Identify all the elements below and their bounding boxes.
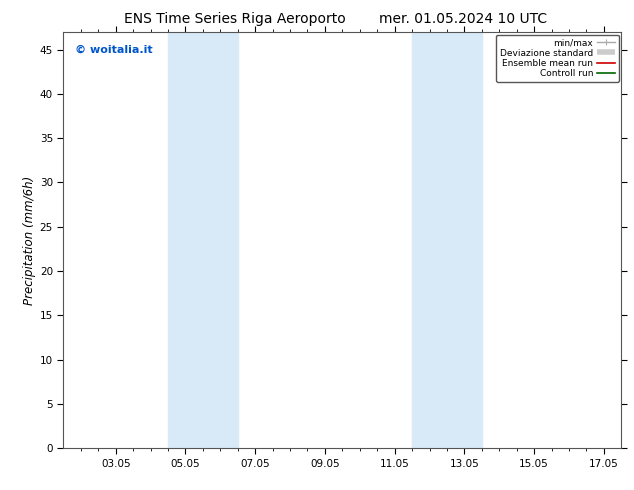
Legend: min/max, Deviazione standard, Ensemble mean run, Controll run: min/max, Deviazione standard, Ensemble m… [496,35,619,82]
Text: © woitalia.it: © woitalia.it [75,44,152,54]
Text: ENS Time Series Riga Aeroporto: ENS Time Series Riga Aeroporto [124,12,346,26]
Text: mer. 01.05.2024 10 UTC: mer. 01.05.2024 10 UTC [378,12,547,26]
Y-axis label: Precipitation (mm/6h): Precipitation (mm/6h) [23,175,36,305]
Bar [168,32,238,448]
Bar [412,32,482,448]
